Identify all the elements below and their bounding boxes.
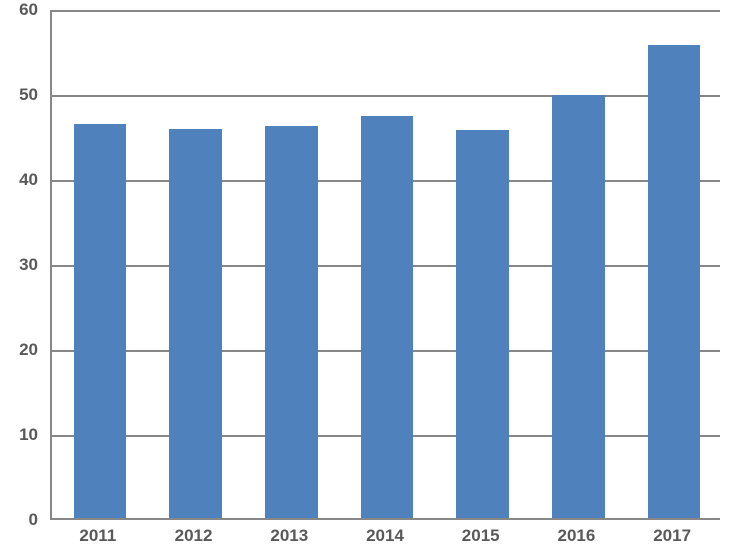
y-tick-label: 40 xyxy=(0,170,38,190)
y-tick-label: 0 xyxy=(0,510,38,530)
gridline xyxy=(52,95,720,97)
bar xyxy=(456,130,509,518)
bar xyxy=(648,45,701,518)
x-tick-label: 2011 xyxy=(79,526,116,546)
bar-chart: 0 10 20 30 40 50 60 2011 2012 2013 2014 2015 2016 201… xyxy=(0,0,731,555)
y-tick-label: 60 xyxy=(0,0,38,20)
x-tick-label: 2015 xyxy=(462,526,500,546)
x-tick-label: 2012 xyxy=(175,526,213,546)
bar xyxy=(74,124,127,518)
x-tick-label: 2014 xyxy=(366,526,404,546)
bar xyxy=(552,95,605,518)
gridline xyxy=(52,10,720,12)
bar xyxy=(169,129,222,518)
bar xyxy=(361,116,414,518)
y-tick-label: 10 xyxy=(0,425,38,445)
x-tick-label: 2013 xyxy=(270,526,308,546)
y-tick-label: 50 xyxy=(0,85,38,105)
x-tick-label: 2017 xyxy=(653,526,691,546)
y-tick-label: 30 xyxy=(0,255,38,275)
bar xyxy=(265,126,318,518)
x-tick-label: 2016 xyxy=(558,526,596,546)
plot-area xyxy=(50,10,720,520)
y-tick-label: 20 xyxy=(0,340,38,360)
